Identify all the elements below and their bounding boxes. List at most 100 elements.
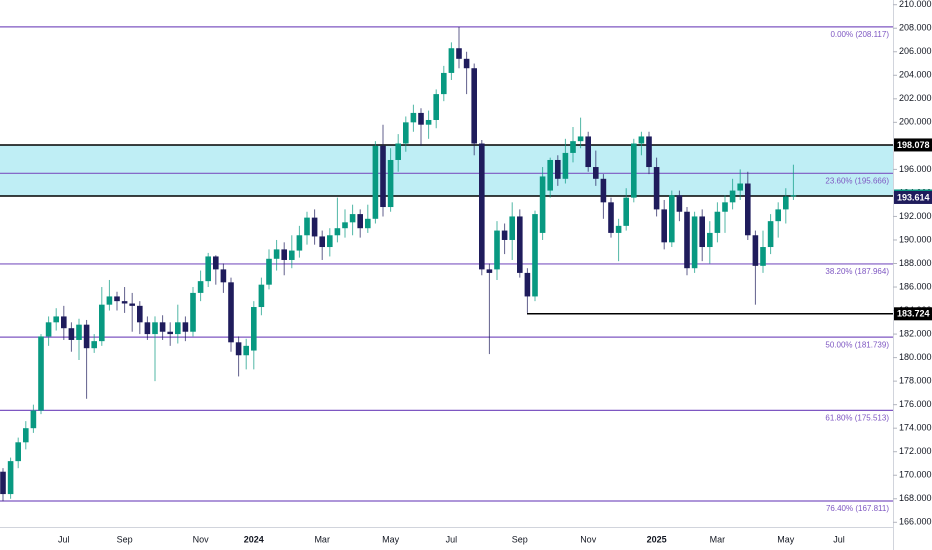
y-tick-label: 204.000 (899, 70, 932, 80)
x-tick-label: 2025 (647, 534, 667, 544)
x-tick-label: 2024 (244, 534, 264, 544)
candle-body (448, 48, 455, 73)
y-tick-label: 208.000 (899, 23, 932, 33)
candle-body (342, 222, 348, 229)
candle-body (638, 136, 645, 144)
candle-body (570, 141, 576, 153)
candle-body (471, 68, 477, 144)
candle-body (767, 221, 774, 248)
x-tick-label: Jul (446, 534, 458, 544)
candle-body (228, 282, 234, 343)
candle-body (273, 249, 280, 259)
y-tick-label: 174.000 (899, 423, 932, 433)
candle-body (433, 94, 439, 120)
candle-body (235, 342, 242, 356)
candle-body (509, 216, 515, 240)
fib-label: 50.00% (181.739) (825, 340, 889, 349)
fib-label: 61.80% (175.513) (825, 413, 889, 422)
candle-body (99, 304, 105, 342)
candle-body (532, 214, 538, 297)
candle-body (258, 284, 265, 308)
candle-body (205, 256, 211, 282)
candle-body (463, 58, 470, 69)
y-tick-label: 168.000 (899, 493, 932, 503)
price-label-bg (894, 138, 932, 152)
x-tick-label: Sep (117, 534, 133, 544)
candle-body (91, 341, 97, 349)
candle-body (653, 167, 660, 210)
candle-body (752, 235, 759, 266)
price-label-bg (894, 307, 932, 321)
candle-body (395, 143, 401, 160)
candle-body (646, 136, 652, 168)
y-tick-label: 170.000 (899, 470, 932, 480)
candle-body (593, 167, 599, 179)
candle-body (334, 228, 341, 236)
candle-body (182, 322, 189, 332)
candle-body (0, 471, 6, 495)
y-tick-label: 166.000 (899, 517, 932, 527)
candle-body (68, 328, 75, 340)
candle-body (167, 331, 173, 335)
y-tick-label: 202.000 (899, 93, 932, 103)
candle-body (790, 195, 797, 197)
candle-body (197, 281, 204, 293)
candle-body (707, 232, 713, 248)
y-tick-label: 186.000 (899, 281, 932, 291)
candle-body (608, 202, 614, 233)
candle-body (45, 322, 52, 337)
candle-body (83, 324, 90, 349)
candle-body (144, 322, 151, 335)
fib-label: 0.00% (208.117) (830, 30, 889, 39)
candle-body (403, 122, 409, 144)
candle-body (517, 216, 523, 273)
y-tick-label: 172.000 (899, 446, 932, 456)
candle-body (501, 230, 508, 240)
candle-body (585, 136, 591, 168)
candle-body (304, 217, 310, 236)
candle-body (15, 442, 21, 462)
candle-body (441, 72, 447, 95)
candle-body (387, 159, 394, 208)
candle-body (669, 195, 675, 243)
candle-body (7, 461, 14, 495)
candle-body (311, 217, 318, 237)
candle-body (251, 307, 257, 351)
candle-body (547, 159, 553, 191)
fib-label: 38.20% (187.964) (825, 267, 889, 276)
price-label: 193.614 (897, 192, 930, 202)
candle-body (53, 316, 59, 323)
candle-body (38, 336, 44, 411)
candle-body (775, 209, 781, 222)
candle-body (722, 202, 728, 212)
candle-body (456, 48, 462, 59)
candle-body (76, 324, 82, 340)
candle-body (425, 119, 432, 125)
candle-body (494, 230, 500, 270)
candle-body (152, 322, 158, 335)
y-tick-label: 180.000 (899, 352, 932, 362)
price-label: 183.724 (897, 309, 930, 319)
candle-body (159, 322, 166, 332)
x-tick-label: Nov (193, 534, 210, 544)
candle-body (327, 235, 333, 248)
candle-body (729, 190, 736, 203)
candle-body (129, 303, 135, 306)
x-tick-label: Sep (512, 534, 528, 544)
y-tick-label: 192.000 (899, 211, 932, 221)
candle-body (691, 216, 698, 269)
candle-body (319, 236, 325, 248)
candle-body (213, 256, 219, 270)
x-tick-label: Mar (314, 534, 330, 544)
candle-body (745, 183, 751, 236)
price-label-bg (894, 190, 932, 204)
candle-body (539, 176, 546, 233)
candle-body (479, 143, 485, 270)
candle-body (243, 345, 249, 356)
candle-body (661, 209, 667, 243)
candle-body (106, 296, 113, 305)
candle-body (121, 301, 128, 304)
x-tick-label: May (382, 534, 400, 544)
